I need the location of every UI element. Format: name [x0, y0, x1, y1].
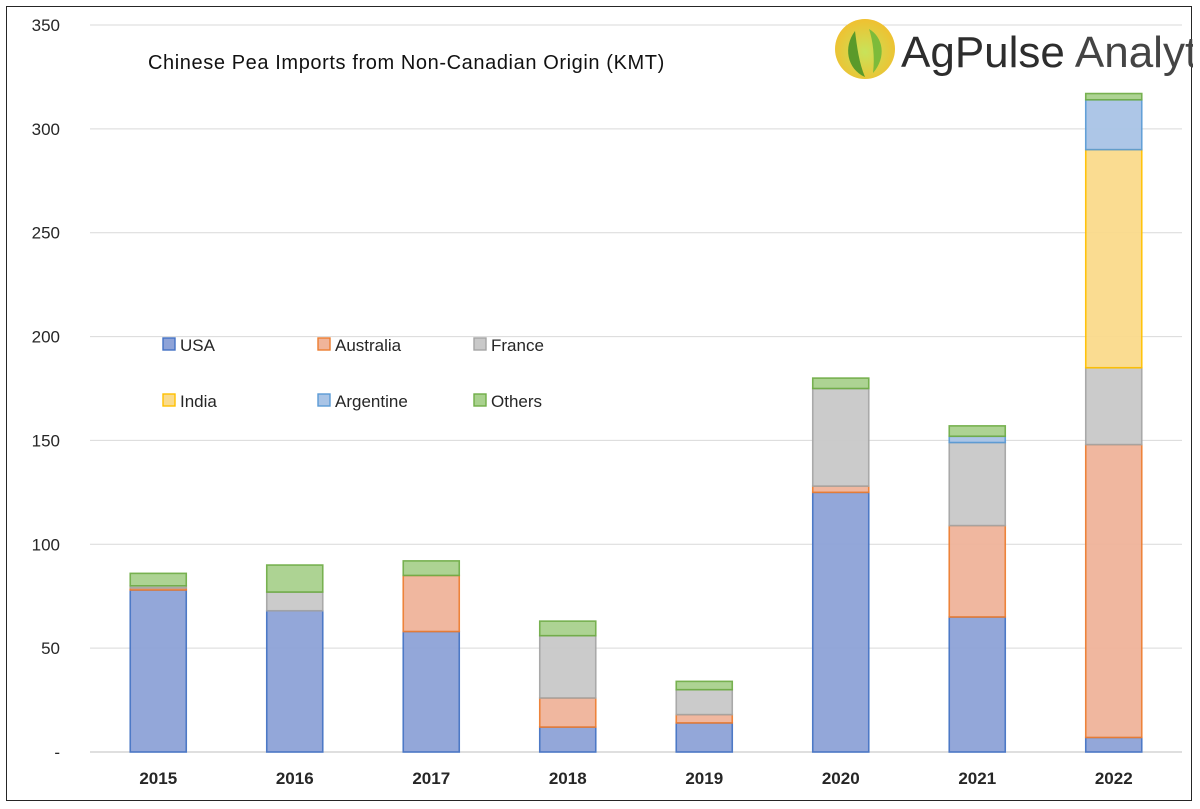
y-tick-label: 100: [32, 535, 60, 554]
chart-frame: -50 100 150 200 250 300 350 2015 2016 2017 2018 20…: [6, 6, 1193, 801]
legend-label-argentine: Argentine: [335, 392, 408, 411]
logo-text: AgPulseAnalytica: [901, 28, 1193, 77]
bar-usa-2022: [1084, 736, 1143, 753]
bars: [129, 92, 1143, 753]
bar-france-2020: [811, 387, 870, 487]
bar-argentine-2022: [1084, 98, 1143, 151]
bar-usa-2015: [129, 589, 188, 753]
legend-swatch-france: [473, 337, 487, 351]
legend-swatch-argentine: [317, 393, 331, 407]
x-tick-label: 2020: [822, 769, 860, 788]
bar-others-2021: [948, 425, 1007, 438]
legend-label-australia: Australia: [335, 336, 402, 355]
bar-australia-2021: [948, 524, 1007, 618]
bar-usa-2019: [675, 722, 734, 753]
bar-australia-2022: [1084, 443, 1143, 739]
legend-swatch-india: [162, 393, 176, 407]
gridlines: [90, 24, 1182, 753]
bar-france-2021: [948, 441, 1007, 527]
y-tick-label: 50: [41, 639, 60, 658]
y-tick-label: 300: [32, 120, 60, 139]
x-axis-ticks: 2015 2016 2017 2018 2019 2020 2021 2022: [139, 769, 1132, 788]
y-tick-label: 200: [32, 328, 60, 347]
agpulse-logo: AgPulseAnalytica: [835, 19, 1193, 79]
x-tick-label: 2017: [412, 769, 450, 788]
y-tick-label: 150: [32, 431, 60, 450]
legend-swatch-others: [473, 393, 487, 407]
bar-australia-2020: [811, 485, 870, 494]
bar-usa-2020: [811, 491, 870, 753]
bar-others-2017: [402, 560, 461, 577]
logo-brand-analytica: Analytica: [1075, 28, 1193, 77]
bar-usa-2017: [402, 630, 461, 753]
legend-label-others: Others: [491, 392, 542, 411]
legend: USA Australia France India Argentine Others: [162, 336, 544, 411]
legend-label-france: France: [491, 336, 544, 355]
bar-france-2019: [675, 688, 734, 716]
bar-usa-2018: [538, 726, 597, 753]
x-tick-label: 2019: [685, 769, 723, 788]
legend-swatch-australia: [317, 337, 331, 351]
legend-swatch-usa: [162, 337, 176, 351]
bar-australia-2019: [675, 713, 734, 724]
bar-others-2016: [265, 564, 324, 593]
bar-others-2020: [811, 377, 870, 390]
chart-title: Chinese Pea Imports from Non-Canadian Or…: [148, 52, 665, 74]
logo-brand-ag: AgPulse: [901, 28, 1065, 77]
bar-others-2018: [538, 620, 597, 637]
bar-france-2022: [1084, 366, 1143, 446]
bar-france-2018: [538, 634, 597, 699]
bar-others-2019: [675, 680, 734, 691]
y-tick-label: -: [54, 743, 60, 762]
x-tick-label: 2022: [1095, 769, 1133, 788]
bar-usa-2021: [948, 616, 1007, 753]
bar-others-2015: [129, 572, 188, 587]
leaf-logo-icon: [835, 19, 895, 79]
x-tick-label: 2015: [139, 769, 177, 788]
y-tick-label: 250: [32, 224, 60, 243]
y-axis-ticks: - 50 100 150 200 250 300 350: [32, 16, 60, 762]
bar-others-2022: [1084, 92, 1143, 101]
bar-argentine-2021: [948, 435, 1007, 444]
bar-france-2016: [265, 591, 324, 612]
x-tick-label: 2021: [958, 769, 996, 788]
x-tick-label: 2016: [276, 769, 314, 788]
bar-australia-2018: [538, 697, 597, 728]
x-tick-label: 2018: [549, 769, 587, 788]
legend-label-usa: USA: [180, 336, 216, 355]
bar-india-2022: [1084, 148, 1143, 369]
y-tick-label: 350: [32, 16, 60, 35]
bar-australia-2017: [402, 574, 461, 633]
bar-usa-2016: [265, 609, 324, 753]
legend-label-india: India: [180, 392, 217, 411]
